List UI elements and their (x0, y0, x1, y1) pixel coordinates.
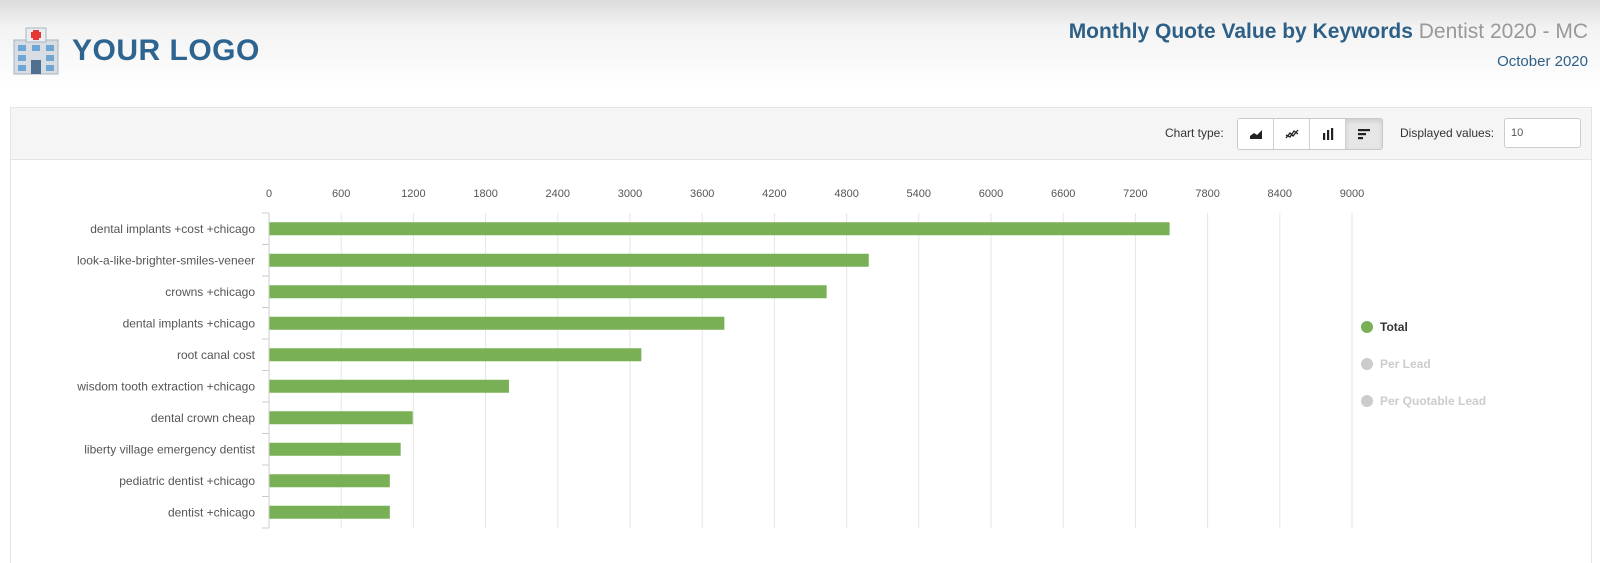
column-chart-icon (1322, 128, 1333, 140)
x-tick-label: 6600 (1051, 188, 1075, 200)
x-tick-label: 4200 (762, 188, 786, 200)
report-title-line: Monthly Quote Value by Keywords Dentist … (1069, 20, 1588, 44)
x-tick-label: 5400 (907, 188, 931, 200)
report-period: October 2020 (1497, 53, 1588, 70)
logo-text: YOUR LOGO (72, 34, 260, 67)
chart-toolbar: Chart type: (11, 108, 1591, 160)
bar[interactable] (269, 411, 413, 425)
bar[interactable] (269, 442, 401, 456)
category-label: crowns +chicago (165, 285, 255, 299)
x-tick-label: 3000 (618, 188, 642, 200)
line-chart-button[interactable] (1274, 119, 1310, 149)
bar-chart-icon (1358, 129, 1370, 140)
x-tick-label: 7800 (1195, 188, 1219, 200)
column-chart-button[interactable] (1310, 119, 1346, 149)
legend-item-per-quotable-lead[interactable]: Per Quotable Lead (1380, 394, 1486, 408)
legend-item-per-lead[interactable]: Per Lead (1380, 357, 1431, 371)
category-label: pediatric dentist +chicago (119, 474, 255, 488)
category-label: liberty village emergency dentist (84, 442, 255, 456)
area-chart-icon (1249, 130, 1262, 139)
x-tick-label: 6000 (979, 188, 1003, 200)
legend-marker[interactable] (1361, 321, 1373, 333)
bar[interactable] (269, 222, 1170, 236)
chart-panel: Chart type: (10, 107, 1592, 563)
x-tick-label: 1200 (401, 188, 425, 200)
bar[interactable] (269, 285, 827, 299)
bar-chart: 0 600 1200 1800 2400 3000 3600 4200 4800 5400 6000… (76, 188, 1486, 529)
report-title-block: Monthly Quote Value by Keywords Dentist … (1069, 20, 1588, 70)
category-label: dental implants +chicago (123, 316, 256, 330)
report-subtitle: Dentist 2020 - MC (1418, 20, 1588, 43)
page-header: YOUR LOGO Monthly Quote Value by Keyword… (0, 0, 1600, 106)
x-tick-label: 7200 (1123, 188, 1147, 200)
legend-marker[interactable] (1361, 395, 1373, 407)
chart-type-label: Chart type: (1165, 126, 1224, 140)
x-tick-label: 9000 (1340, 188, 1364, 200)
hospital-icon (13, 27, 59, 75)
logo: YOUR LOGO (12, 26, 260, 76)
bar[interactable] (269, 379, 509, 393)
category-label: dental implants +cost +chicago (90, 222, 255, 236)
chart-type-selector (1237, 118, 1383, 150)
category-label: dental crown cheap (151, 411, 255, 425)
x-tick-label: 8400 (1268, 188, 1292, 200)
area-chart-button[interactable] (1238, 119, 1274, 149)
bar[interactable] (269, 316, 725, 330)
bar[interactable] (269, 474, 390, 488)
legend-marker[interactable] (1361, 358, 1373, 370)
report-title: Monthly Quote Value by Keywords (1068, 20, 1413, 43)
x-tick-label: 4800 (834, 188, 858, 200)
category-label: dentist +chicago (168, 505, 255, 519)
x-tick-label: 2400 (546, 188, 570, 200)
bar[interactable] (269, 348, 642, 362)
category-label: wisdom tooth extraction +chicago (76, 379, 255, 393)
displayed-values-label: Displayed values: (1400, 126, 1495, 140)
category-label: look-a-like-brighter-smiles-veneer (77, 253, 255, 267)
bar-chart-button[interactable] (1346, 119, 1382, 149)
bar[interactable] (269, 505, 390, 519)
x-tick-label: 0 (266, 188, 272, 200)
bar[interactable] (269, 253, 869, 267)
category-label: root canal cost (177, 348, 256, 362)
line-chart-icon (1284, 129, 1298, 139)
legend-item-total[interactable]: Total (1380, 320, 1408, 334)
x-tick-label: 3600 (690, 188, 714, 200)
x-tick-label: 1800 (473, 188, 497, 200)
displayed-values-input[interactable] (1504, 118, 1581, 148)
x-tick-label: 600 (332, 188, 350, 200)
